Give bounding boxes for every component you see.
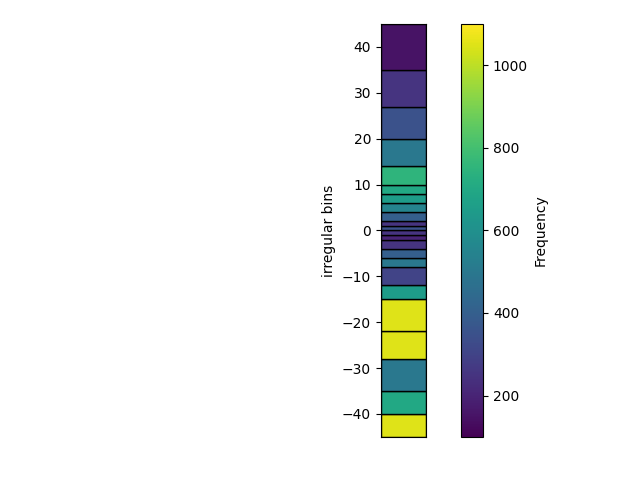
Bar [381,24,426,70]
Bar [381,258,426,267]
Bar [381,139,426,166]
Bar [381,203,426,212]
Bar [381,230,426,235]
Bar [381,235,426,240]
Bar [381,184,426,194]
Y-axis label: irregular bins: irregular bins [323,184,336,276]
Bar [381,331,426,359]
Bar [381,194,426,203]
Bar [381,70,426,107]
Bar [381,226,426,230]
Bar [381,166,426,184]
Bar [381,107,426,139]
Y-axis label: Frequency: Frequency [534,194,548,266]
Bar [381,240,426,249]
Bar [381,221,426,226]
Bar [381,212,426,221]
Bar [381,286,426,299]
Bar [381,267,426,286]
Bar [381,249,426,258]
Bar [381,414,426,437]
Bar [381,391,426,414]
Bar [381,359,426,391]
Bar [381,299,426,331]
